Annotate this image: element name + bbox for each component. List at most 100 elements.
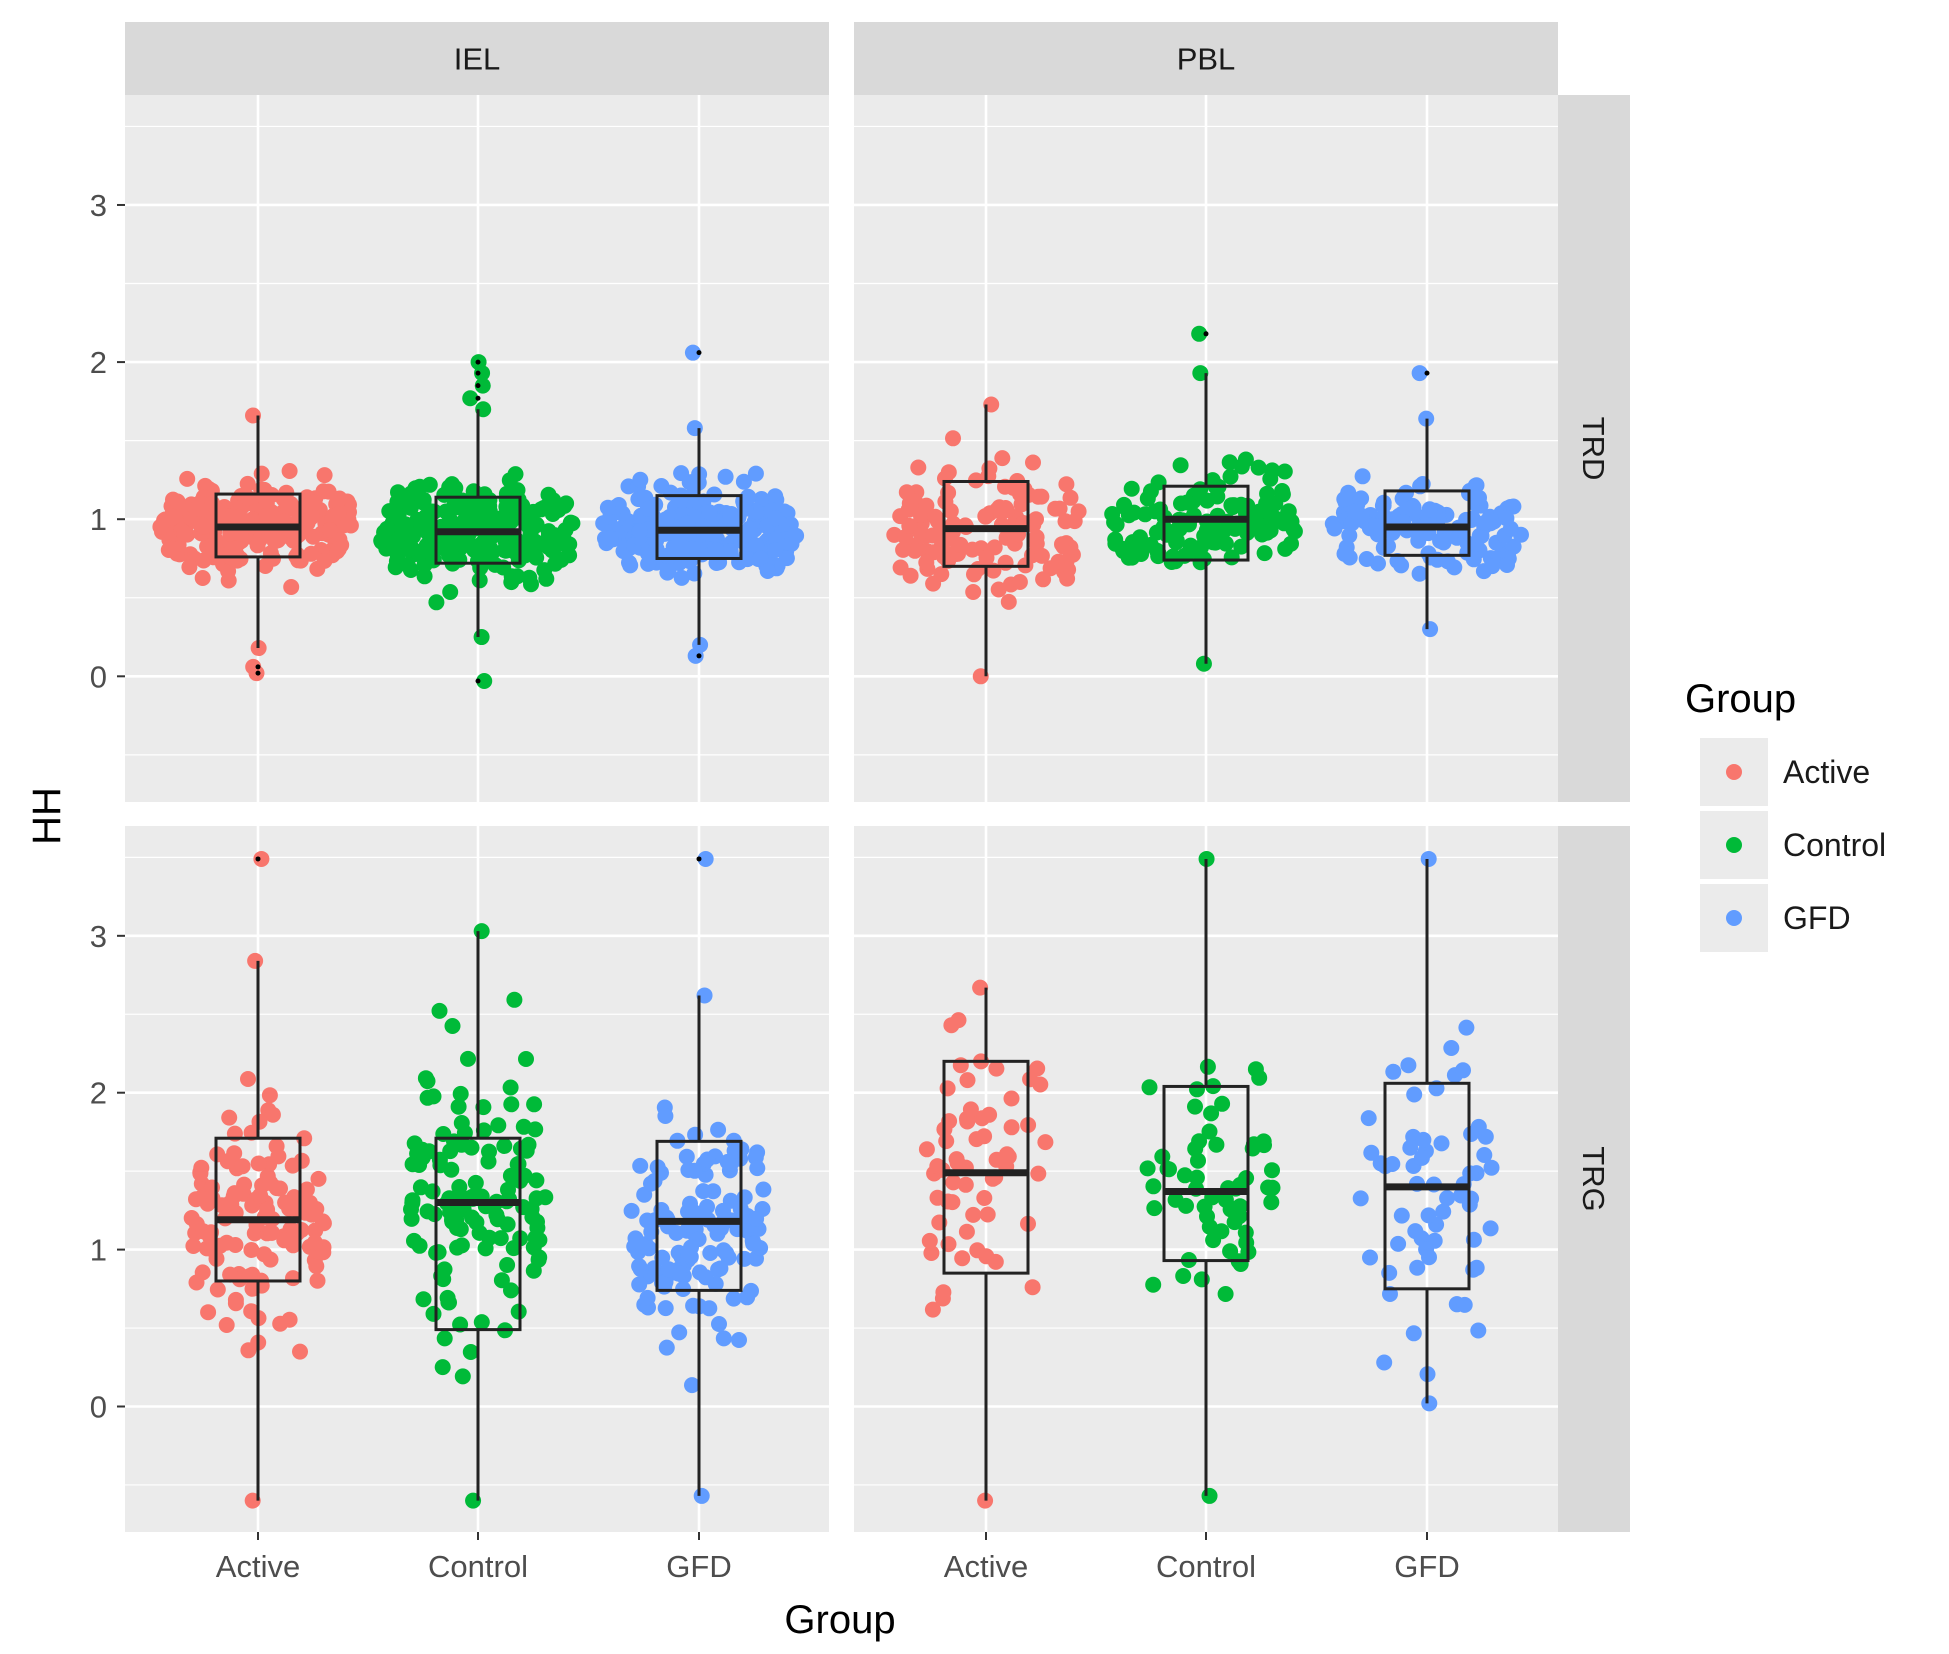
- box-iqr: [1383, 489, 1471, 557]
- data-point: [230, 508, 247, 525]
- facet-panels: [125, 95, 1558, 1532]
- data-point: [261, 1087, 278, 1104]
- y-tick-label: 1: [90, 502, 107, 537]
- data-point: [1256, 545, 1273, 562]
- data-point: [1385, 1063, 1402, 1080]
- data-point: [200, 1304, 217, 1321]
- data-point: [306, 494, 323, 511]
- data-point: [1232, 1256, 1249, 1272]
- data-point: [978, 549, 995, 566]
- data-point: [306, 1234, 323, 1251]
- data-point: [1422, 621, 1439, 638]
- data-point: [195, 518, 212, 535]
- boxplot-active: [942, 404, 1030, 677]
- data-point: [959, 1113, 976, 1130]
- data-point: [962, 1101, 979, 1118]
- data-point: [471, 572, 488, 589]
- data-point: [972, 979, 989, 996]
- data-point: [1421, 501, 1438, 518]
- data-point: [507, 466, 524, 483]
- data-point: [1421, 1395, 1438, 1412]
- data-point: [657, 1300, 674, 1317]
- data-point: [414, 1141, 431, 1158]
- box-iqr: [655, 1139, 743, 1292]
- data-point: [1411, 365, 1428, 382]
- data-point: [715, 1330, 732, 1347]
- data-point: [671, 534, 687, 551]
- data-point: [997, 554, 1014, 571]
- data-point: [1146, 1200, 1163, 1217]
- data-point: [658, 1339, 675, 1356]
- data-point: [550, 502, 567, 518]
- data-point: [258, 495, 275, 512]
- data-point: [925, 575, 942, 592]
- data-point: [1199, 1058, 1216, 1075]
- data-point: [467, 1174, 484, 1191]
- data-point: [1263, 1194, 1280, 1211]
- data-point: [1363, 1144, 1380, 1161]
- data-point: [243, 1242, 260, 1258]
- y-tick-label: 3: [90, 919, 107, 954]
- data-point: [1420, 850, 1437, 867]
- boxplot-control: [1162, 331, 1250, 664]
- outlier-point: [255, 856, 261, 862]
- y-tick-label: 2: [90, 1076, 107, 1111]
- data-point: [221, 1109, 238, 1126]
- data-point: [924, 527, 941, 544]
- data-point: [492, 1230, 509, 1247]
- jitter-points-active: [886, 396, 1087, 685]
- data-point: [1264, 1162, 1280, 1179]
- data-point: [1405, 1325, 1422, 1342]
- data-point: [188, 1191, 204, 1208]
- data-point: [660, 1261, 677, 1278]
- data-point: [281, 463, 298, 479]
- data-point: [678, 1148, 695, 1165]
- data-point: [1505, 538, 1522, 555]
- data-point: [515, 1118, 532, 1135]
- data-point: [1389, 553, 1406, 569]
- data-point: [965, 584, 982, 600]
- data-point: [1163, 554, 1180, 570]
- data-point: [1003, 1090, 1020, 1107]
- data-point: [452, 1085, 469, 1102]
- data-point: [415, 494, 432, 511]
- data-point: [322, 522, 338, 538]
- data-point: [1341, 527, 1358, 544]
- data-point: [276, 1232, 293, 1249]
- data-point: [303, 1206, 320, 1223]
- data-point: [921, 1232, 938, 1249]
- data-point: [1213, 1223, 1230, 1240]
- data-point: [918, 497, 935, 514]
- data-point: [454, 1368, 471, 1385]
- data-point: [1058, 476, 1075, 493]
- outlier-point: [696, 653, 702, 659]
- data-point: [503, 1282, 519, 1299]
- data-point: [1456, 1296, 1473, 1313]
- data-point: [1352, 1190, 1369, 1207]
- data-point: [686, 1204, 703, 1221]
- data-point: [1217, 1192, 1234, 1208]
- data-point: [403, 540, 420, 557]
- box-iqr: [214, 1136, 302, 1283]
- data-point: [227, 1291, 244, 1308]
- outlier-point: [696, 856, 702, 862]
- data-point: [448, 1214, 465, 1230]
- data-point: [473, 629, 490, 646]
- x-tick-label: Control: [1156, 1549, 1256, 1584]
- data-point: [191, 495, 208, 511]
- data-point: [431, 1002, 448, 1019]
- data-point: [1033, 547, 1050, 564]
- data-point: [1406, 1086, 1423, 1103]
- data-point: [701, 504, 718, 521]
- x-tick-label: Active: [944, 1549, 1028, 1584]
- data-point: [1191, 325, 1208, 342]
- data-point: [252, 1187, 269, 1204]
- data-point: [1024, 1279, 1041, 1296]
- legend-label: Control: [1783, 827, 1886, 863]
- data-point: [537, 1189, 554, 1206]
- data-point: [1059, 570, 1076, 587]
- data-point: [999, 1146, 1015, 1163]
- x-tick-label: GFD: [666, 1549, 731, 1584]
- data-point: [918, 554, 935, 571]
